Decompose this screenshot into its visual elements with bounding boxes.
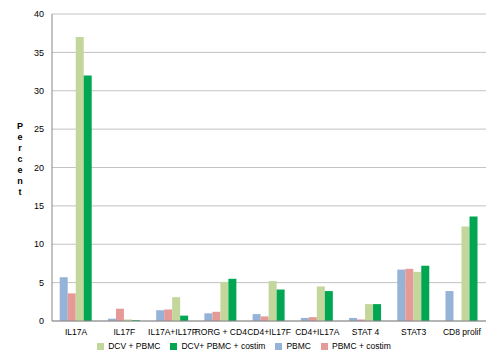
svg-text:30: 30 [34,86,44,96]
svg-text:IL17F: IL17F [113,327,135,337]
html-text:DCV + PBMC: DCV + PBMC [108,341,161,351]
svg-text:CD4+IL17F: CD4+IL17F [247,327,291,337]
svg-text:IL17A: IL17A [65,327,88,337]
svg-text:0: 0 [39,316,44,326]
svg-text:STAT3: STAT3 [401,327,426,337]
svg-text:RORG + CD4: RORG + CD4 [195,327,247,337]
svg-text:Percent: Percent [17,121,23,197]
svg-text:25: 25 [34,124,44,134]
svg-text:35: 35 [34,48,44,58]
svg-text:20: 20 [34,163,44,173]
svg-text:5: 5 [39,278,44,288]
html-text:PBMC: PBMC [286,341,311,351]
svg-text:CD4+IL17A: CD4+IL17A [295,327,340,337]
svg-text:15: 15 [34,201,44,211]
svg-text:STAT 4: STAT 4 [352,327,380,337]
svg-text:CD8 prolif: CD8 prolif [443,327,481,337]
html-text:PBMC + costim: PBMC + costim [332,341,391,351]
html-text:DCV+ PBMC + costim: DCV+ PBMC + costim [181,341,266,351]
svg-text:IL17A+IL17F: IL17A+IL17F [148,327,197,337]
svg-text:40: 40 [34,9,44,19]
svg-text:10: 10 [34,239,44,249]
